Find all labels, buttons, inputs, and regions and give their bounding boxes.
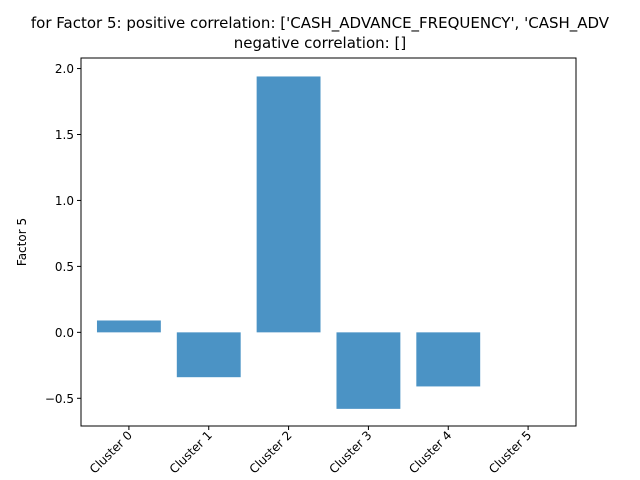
x-tick-label: Cluster 0 — [87, 428, 135, 476]
y-tick-label: 0.5 — [55, 260, 74, 274]
bar-1 — [176, 332, 241, 378]
x-axis: Cluster 0 Cluster 1 Cluster 2 Cluster 3 Clus… — [87, 426, 534, 476]
bar-2 — [256, 76, 321, 333]
x-tick-label: Cluster 4 — [406, 428, 454, 476]
chart-title-line-2: negative correlation: [] — [234, 34, 406, 52]
y-axis: −0.5 0.0 0.5 1.0 1.5 2.0 — [45, 62, 81, 406]
x-tick-label: Cluster 3 — [326, 428, 374, 476]
x-tick-label: Cluster 5 — [486, 428, 534, 476]
y-tick-label: 1.5 — [55, 128, 74, 142]
bar-0 — [96, 320, 161, 333]
bar-4 — [416, 332, 481, 387]
x-tick-label: Cluster 1 — [167, 428, 215, 476]
bars-group — [96, 76, 481, 409]
y-tick-label: 1.0 — [55, 194, 74, 208]
y-tick-label: 2.0 — [55, 62, 74, 76]
y-tick-label: 0.0 — [55, 326, 74, 340]
chart-title-line-1: for Factor 5: positive correlation: ['CA… — [31, 14, 610, 33]
bar-3 — [336, 332, 401, 409]
y-tick-label: −0.5 — [45, 392, 74, 406]
x-tick-label: Cluster 2 — [247, 428, 295, 476]
plot-frame — [80, 57, 577, 427]
y-axis-label: Factor 5 — [15, 218, 29, 266]
